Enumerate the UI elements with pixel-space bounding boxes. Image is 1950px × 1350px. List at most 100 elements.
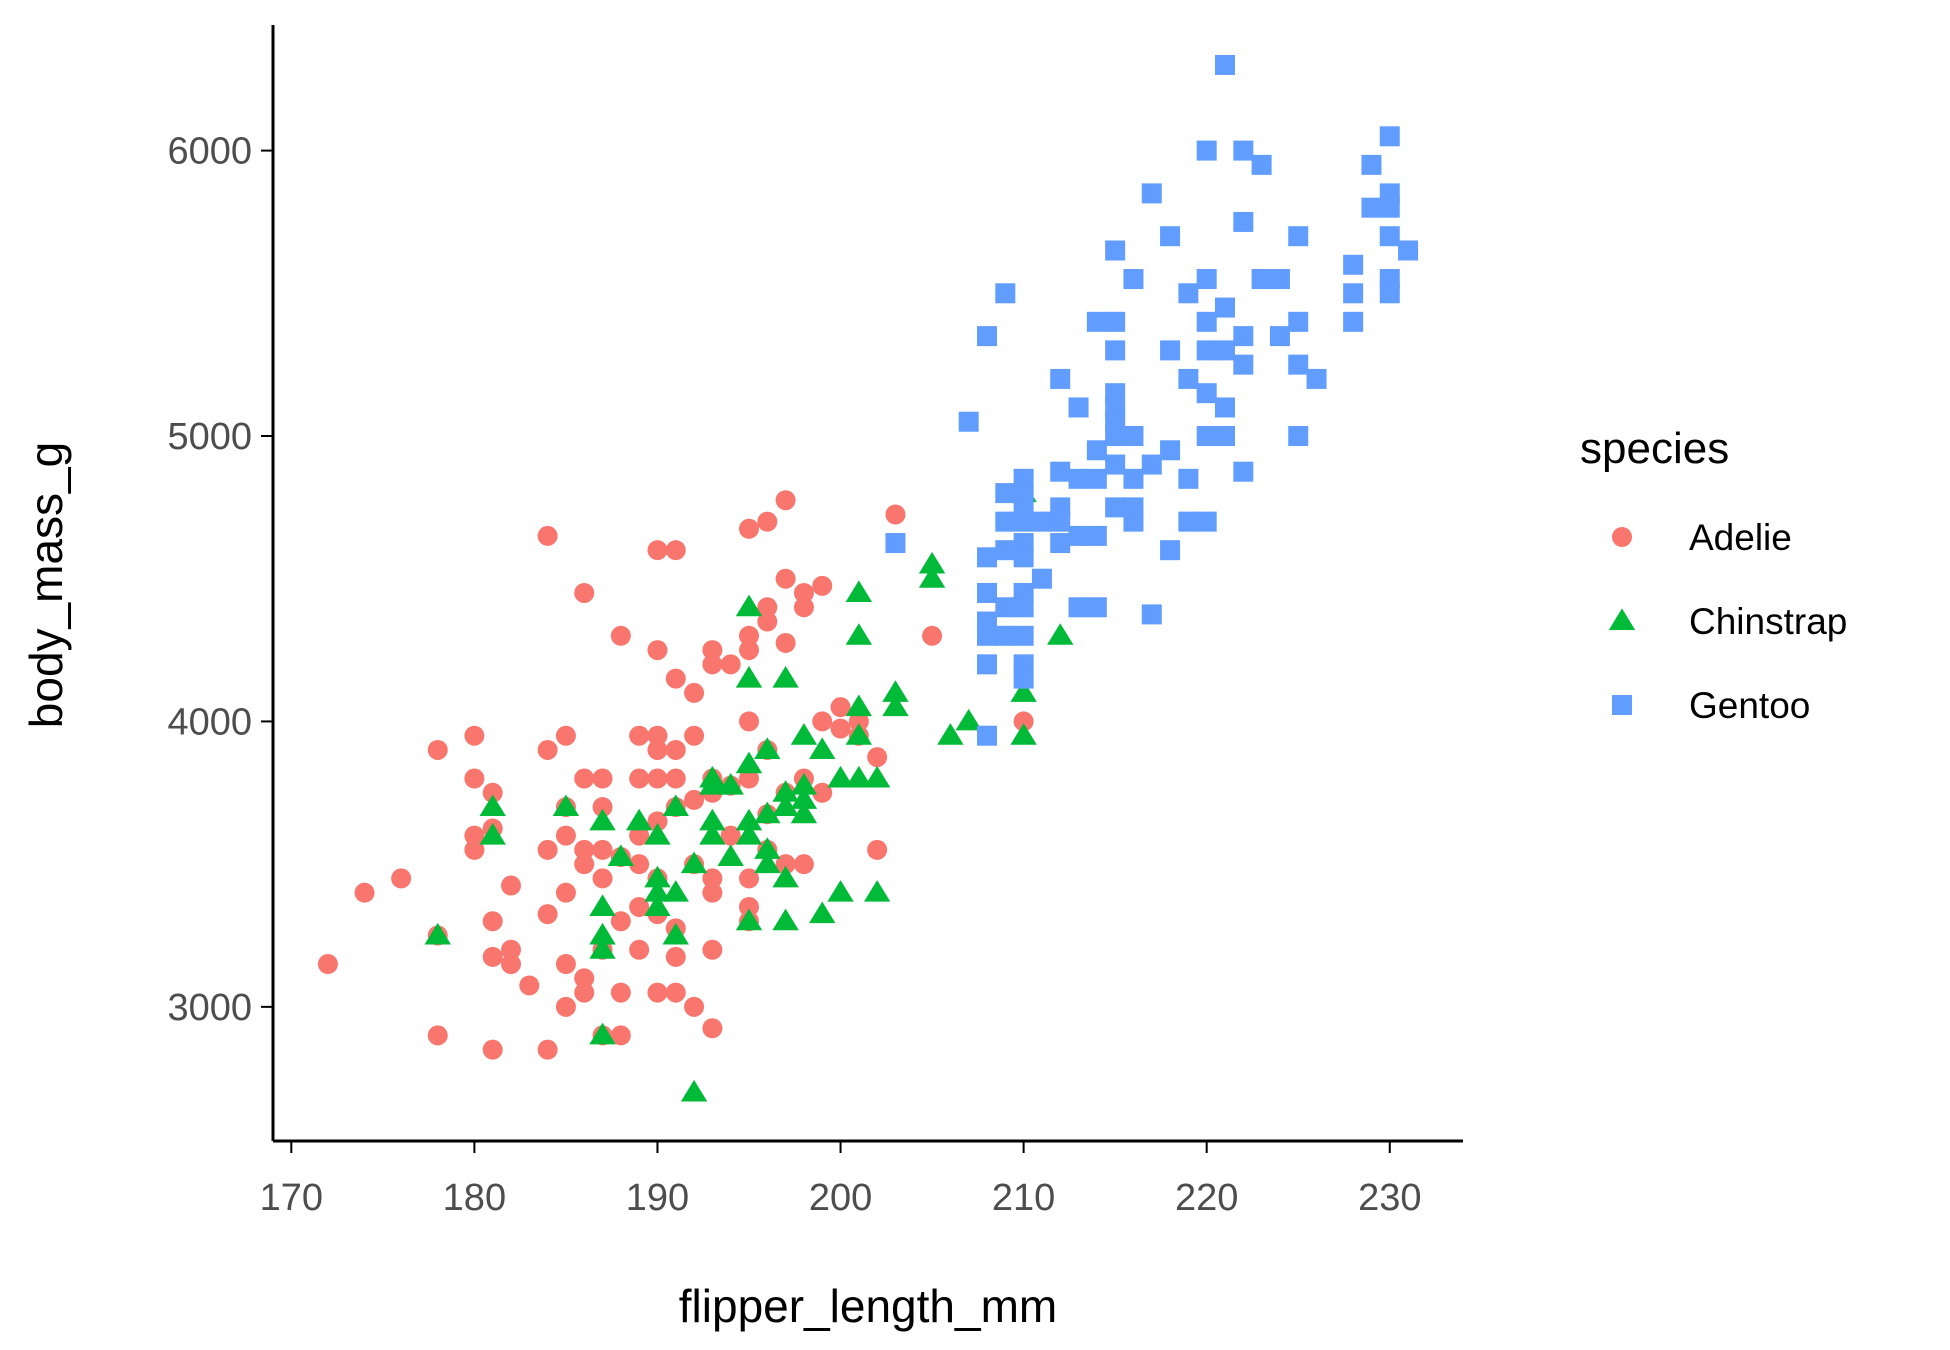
- gentoo-point: [1215, 340, 1235, 361]
- gentoo-point: [1123, 269, 1144, 290]
- gentoo-point: [1196, 340, 1217, 361]
- adelie-point: [665, 739, 686, 760]
- gentoo-point: [1196, 383, 1217, 404]
- gentoo-point: [1251, 154, 1272, 175]
- adelie-point: [537, 525, 558, 546]
- gentoo-point: [1068, 397, 1089, 418]
- adelie-point: [629, 768, 650, 789]
- adelie-point: [812, 575, 833, 596]
- gentoo-point: [1288, 354, 1309, 375]
- adelie-point: [610, 625, 631, 646]
- adelie-point: [702, 1018, 723, 1039]
- adelie-point: [665, 540, 686, 561]
- adelie-point: [775, 854, 796, 875]
- adelie-point: [629, 854, 650, 875]
- chinstrap-point: [882, 680, 909, 702]
- x-tick-label: 180: [443, 1177, 506, 1219]
- chinstrap-point: [790, 801, 818, 824]
- gentoo-point: [1068, 525, 1089, 546]
- chinstrap-point: [644, 822, 671, 845]
- adelie-point: [610, 982, 631, 1003]
- gentoo-point: [958, 411, 979, 432]
- gentoo-point: [977, 725, 997, 746]
- legend-item-chinstrap: Chinstrap: [1608, 601, 1847, 642]
- chinstrap-point: [845, 723, 873, 745]
- gentoo-point: [995, 625, 1016, 646]
- adelie-point: [647, 982, 668, 1003]
- chinstrap-point: [662, 794, 689, 817]
- chinstrap-point: [790, 787, 818, 809]
- gentoo-point: [1160, 226, 1181, 247]
- adelie-point: [830, 697, 851, 718]
- adelie-point: [665, 946, 686, 967]
- chinstrap-point: [845, 580, 873, 602]
- adelie-point: [812, 782, 833, 803]
- gentoo-point: [1215, 297, 1235, 318]
- adelie-point: [427, 739, 448, 760]
- adelie-point: [464, 839, 485, 860]
- chinstrap-point: [754, 837, 781, 859]
- adelie-point: [629, 725, 650, 746]
- chinstrap-point: [937, 723, 964, 745]
- gentoo-point: [1288, 311, 1309, 332]
- gentoo-point: [1343, 254, 1364, 275]
- chinstrap-point: [754, 851, 781, 874]
- gentoo-point: [1343, 283, 1364, 304]
- gentoo-point: [1269, 269, 1290, 290]
- chinstrap-point: [644, 894, 671, 916]
- adelie-point: [793, 582, 814, 603]
- adelie-point: [629, 939, 650, 960]
- gentoo-point: [977, 326, 997, 347]
- adelie-point: [610, 1025, 631, 1046]
- gentoo-point: [1233, 461, 1254, 482]
- chinstrap-point: [845, 623, 873, 645]
- adelie-point: [720, 825, 741, 846]
- legend-key-gentoo: [1612, 695, 1632, 715]
- y-tick-label: 3000: [167, 987, 252, 1029]
- gentoo-point: [1379, 197, 1400, 218]
- chinstrap-point: [809, 737, 836, 759]
- chinstrap-point: [754, 737, 781, 759]
- series-gentoo: [885, 54, 1419, 746]
- adelie-point: [1013, 711, 1034, 732]
- chinstrap-point: [589, 922, 616, 945]
- x-tick-label: 170: [260, 1177, 323, 1219]
- chinstrap-point: [772, 865, 799, 888]
- gentoo-point: [1068, 468, 1089, 489]
- gentoo-point: [1288, 226, 1309, 247]
- gentoo-point: [1196, 269, 1217, 290]
- x-tick-label: 220: [1175, 1177, 1238, 1219]
- chinstrap-point: [607, 844, 635, 867]
- x-tick-label: 190: [626, 1177, 689, 1219]
- adelie-point: [647, 768, 668, 789]
- adelie-point: [702, 640, 723, 661]
- legend-items: Adelie Chinstrap Gentoo: [1608, 517, 1847, 726]
- gentoo-point: [1141, 604, 1162, 625]
- adelie-point: [574, 968, 595, 989]
- adelie-point: [702, 868, 723, 889]
- gentoo-point: [1160, 340, 1181, 361]
- adelie-point: [482, 782, 503, 803]
- gentoo-point: [1178, 283, 1199, 304]
- chinstrap-point: [680, 1079, 708, 1102]
- chinstrap-point: [772, 666, 799, 688]
- chinstrap-point: [717, 844, 744, 867]
- gentoo-point: [995, 283, 1016, 304]
- chinstrap-point: [589, 1022, 616, 1045]
- series-chinstrap: [424, 480, 1074, 1102]
- adelie-point: [537, 904, 558, 925]
- gentoo-point: [977, 582, 997, 603]
- adelie-point: [629, 896, 650, 917]
- x-axis-ticks: 170 180 190 200 210 220 230: [260, 1141, 1421, 1219]
- chinstrap-point: [918, 566, 946, 588]
- adelie-point: [574, 768, 595, 789]
- gentoo-point: [1233, 211, 1254, 232]
- adelie-point: [739, 640, 759, 661]
- gentoo-point: [1013, 597, 1034, 618]
- adelie-point: [684, 725, 705, 746]
- adelie-point: [482, 911, 503, 932]
- legend-title: species: [1580, 424, 1729, 473]
- adelie-point: [537, 1039, 558, 1060]
- chinstrap-point: [845, 694, 873, 717]
